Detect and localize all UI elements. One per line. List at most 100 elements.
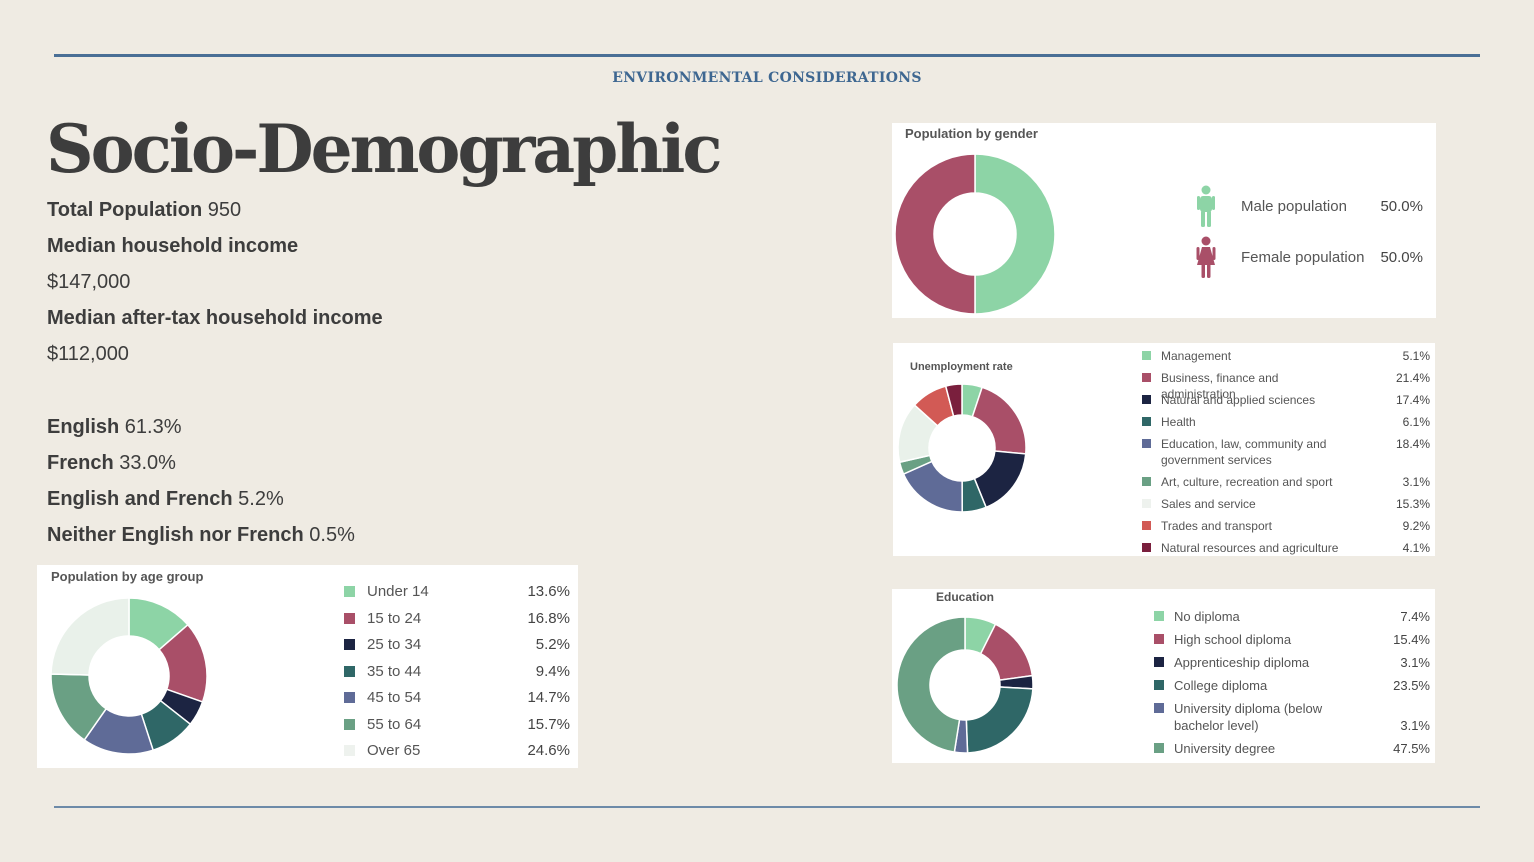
stat-value: 33.0% (119, 452, 176, 474)
legend-item: Management 5.1% (1142, 348, 1430, 364)
legend-item: Apprenticeship diploma 3.1% (1154, 654, 1430, 671)
legend-value: 24.6% (527, 742, 570, 759)
stat-value: 5.2% (238, 488, 284, 510)
legend-swatch (1142, 477, 1151, 486)
legend-swatch (1154, 703, 1164, 713)
bottom-rule (54, 806, 1480, 808)
stat-median-income-label: Median household income (47, 235, 298, 258)
legend-item: University diploma (below bachelor level… (1154, 700, 1430, 734)
legend-swatch (1154, 743, 1164, 753)
stat-label: French (47, 452, 114, 474)
legend-label: 15 to 24 (367, 609, 422, 627)
legend-value: 50.0% (1380, 198, 1423, 215)
unemployment-donut-chart (897, 383, 1027, 513)
stat-english: English 61.3% (47, 416, 182, 439)
legend-item: Over 65 24.6% (344, 742, 570, 760)
legend-item: 15 to 24 16.8% (344, 610, 570, 628)
legend-label: Health (1161, 415, 1196, 429)
legend-label: Apprenticeship diploma (1174, 655, 1310, 670)
legend-value: 5.2% (535, 636, 570, 653)
legend-item: Business, finance and administration 21.4… (1142, 370, 1430, 402)
legend-item: Under 14 13.6% (344, 583, 570, 601)
legend-value: 5.1% (1402, 349, 1430, 363)
legend-label: Education, law, community and government… (1161, 437, 1327, 467)
legend-value: 9.4% (535, 662, 570, 680)
legend-label: Management (1161, 349, 1232, 363)
legend-label: Under 14 (367, 583, 429, 600)
legend-value: 3.1% (1400, 718, 1430, 733)
legend-value: 7.4% (1400, 609, 1430, 624)
stat-label: English (47, 416, 120, 438)
chart-title: Population by gender (905, 126, 1038, 141)
legend-label: Natural and applied sciences (1161, 393, 1316, 407)
stat-neither: Neither English nor French 0.5% (47, 524, 355, 547)
legend-value: 18.4% (1395, 437, 1430, 451)
legend-swatch (1154, 680, 1164, 690)
legend-item: Sales and service 15.3% (1142, 496, 1430, 512)
legend-item: College diploma 23.5% (1154, 677, 1430, 694)
legend-label: Natural resources and agriculture (1161, 541, 1339, 555)
legend-swatch (1142, 417, 1151, 426)
legend-label: No diploma (1174, 609, 1240, 624)
legend-item: 25 to 34 5.2% (344, 636, 570, 654)
legend-swatch (344, 639, 355, 650)
section-label: ENVIRONMENTAL CONSIDERATIONS (612, 70, 922, 86)
legend-item: University degree 47.5% (1154, 740, 1430, 757)
stat-label: English and French (47, 488, 233, 510)
stat-total-population: Total Population 950 (47, 199, 241, 222)
page-title: Socio-Demographic (46, 110, 723, 188)
stat-label: Total Population (47, 199, 203, 221)
donut-slice-4 (965, 686, 1034, 754)
legend-value: 23.5% (1393, 678, 1430, 693)
legend-value: 3.1% (1400, 655, 1430, 670)
legend-swatch (344, 612, 355, 624)
chart-title: Population by age group (51, 569, 204, 584)
legend-item: Health 6.1% (1142, 414, 1430, 430)
education-donut-chart (896, 616, 1034, 754)
legend-label: University diploma (below bachelor level… (1174, 701, 1323, 733)
legend-swatch (1154, 611, 1164, 621)
stat-value: $147,000 (47, 271, 131, 293)
legend-swatch (1142, 351, 1151, 360)
legend-item: 55 to 64 15.7% (344, 716, 570, 734)
legend-value: 17.4% (1395, 393, 1430, 407)
stat-french: French 33.0% (47, 452, 176, 475)
age-chart-panel: Population by age group Under 14 13.6% 15 … (37, 565, 578, 768)
legend-label: Sales and service (1161, 497, 1256, 511)
legend-value: 9.2% (1402, 519, 1430, 533)
legend-item: Trades and transport 9.2% (1142, 518, 1430, 534)
stat-english-and-french: English and French 5.2% (47, 488, 284, 511)
legend-label: High school diploma (1174, 632, 1292, 647)
legend-swatch (344, 745, 355, 756)
legend-swatch (344, 692, 355, 703)
stat-value: 61.3% (124, 416, 182, 438)
legend-value: 13.6% (527, 583, 570, 600)
legend-swatch (1142, 499, 1151, 508)
legend-label: Over 65 (367, 742, 421, 759)
legend-value: 15.3% (1395, 497, 1430, 511)
legend-item: 35 to 44 9.4% (344, 663, 570, 681)
legend-swatch (1142, 543, 1151, 552)
legend-value: 3.1% (1402, 475, 1430, 489)
donut-slice-7 (50, 597, 130, 676)
legend-swatch (344, 586, 355, 597)
legend-item: Art, culture, recreation and sport 3.1% (1142, 474, 1430, 490)
legend-value: 21.4% (1395, 371, 1430, 385)
legend-item: Education, law, community and government… (1142, 436, 1430, 468)
legend-label: University degree (1174, 741, 1276, 756)
chart-title: Unemployment rate (910, 361, 1013, 373)
chart-title: Education (936, 590, 995, 604)
donut-slice-2 (894, 153, 976, 315)
legend-value: 15.7% (527, 715, 570, 733)
legend-label: 35 to 44 (367, 662, 422, 680)
top-rule (54, 54, 1480, 57)
legend-label: College diploma (1174, 678, 1268, 693)
legend-swatch (1142, 373, 1151, 382)
legend-swatch (1154, 634, 1164, 644)
legend-value: 4.1% (1402, 541, 1430, 555)
legend-swatch (1142, 395, 1151, 404)
legend-item: 45 to 54 14.7% (344, 689, 570, 707)
gender-donut-chart (894, 153, 1056, 315)
legend-swatch (1142, 521, 1151, 530)
legend-item: No diploma 7.4% (1154, 608, 1430, 625)
